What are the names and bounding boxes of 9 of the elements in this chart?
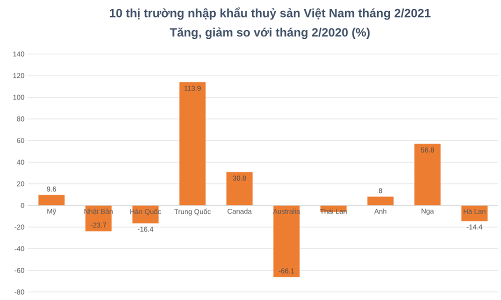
chart-title: 10 thị trường nhập khẩu thuỷ sản Việt Nam tháng 2/2021 (110, 8, 431, 20)
bar (179, 82, 206, 206)
bar (273, 205, 300, 278)
bar (414, 144, 441, 206)
chart-subtitle: Tăng, giảm so với tháng 2/2020 (%) (170, 28, 370, 40)
bar (38, 194, 65, 206)
bar (461, 205, 488, 222)
bar (367, 196, 394, 206)
bar (226, 172, 253, 206)
